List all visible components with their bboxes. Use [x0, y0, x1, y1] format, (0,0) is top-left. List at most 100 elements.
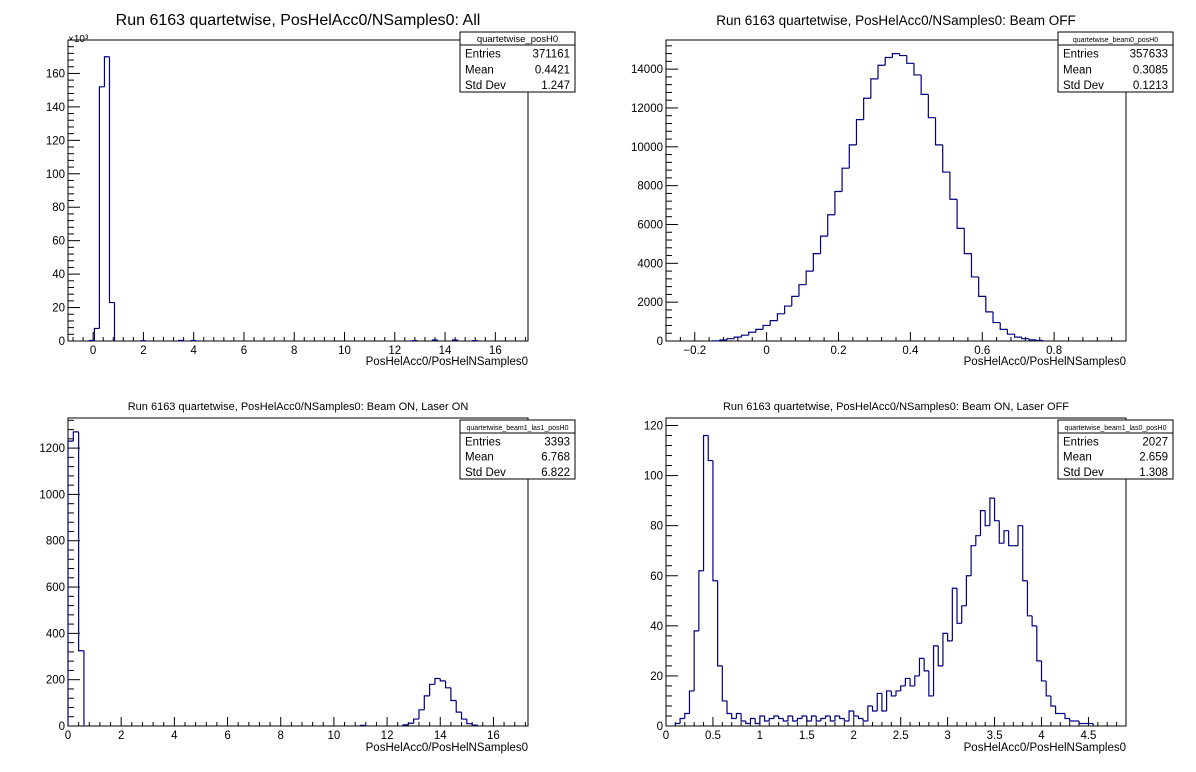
- x-tick-label: 2.5: [893, 730, 909, 742]
- stats-box-name: quartetwise_beam1_las1_posH0: [467, 425, 569, 432]
- histogram-bin: [1064, 713, 1070, 720]
- stats-row-value: 6.822: [541, 467, 570, 479]
- x-tick-label: 2: [140, 345, 146, 357]
- x-tick-label: 1.5: [799, 730, 815, 742]
- x-axis-label: PosHelAcc0/PosHelNSamples0: [366, 356, 528, 368]
- histogram-bin: [891, 52, 900, 58]
- histogram-bin: [1069, 718, 1075, 722]
- histogram-bin: [937, 645, 943, 667]
- y-tick-label: 100: [46, 169, 65, 181]
- histogram-bin: [951, 587, 958, 641]
- stats-row-label: Mean: [1063, 452, 1092, 464]
- histogram-bin: [829, 715, 835, 722]
- histogram-bin: [698, 570, 704, 631]
- stats-row-label: Std Dev: [1063, 467, 1104, 479]
- histogram-bin: [942, 632, 948, 666]
- histogram-bin: [733, 336, 742, 339]
- histogram-bin: [791, 295, 799, 307]
- histogram-bin: [918, 657, 925, 676]
- histogram-bin: [796, 717, 803, 721]
- histogram-bin: [871, 705, 878, 712]
- histogram-bin: [827, 214, 835, 237]
- histogram-bin: [763, 715, 770, 722]
- histogram-bin: [759, 715, 765, 724]
- histogram-bin: [853, 710, 859, 717]
- histogram-bin: [810, 715, 817, 721]
- x-tick-label: 14: [434, 730, 447, 742]
- y-tick-label: 2000: [637, 297, 663, 309]
- histogram-bin: [423, 695, 430, 710]
- x-tick-label: 0.5: [705, 730, 721, 742]
- stats-box: quartetwise_beam1_las0_posH0 Entries 2027 M…: [1057, 419, 1174, 480]
- histogram-bin: [413, 718, 419, 724]
- histogram-bin: [754, 718, 760, 725]
- histogram-bin: [88, 339, 95, 342]
- stats-box-frame: [459, 31, 576, 93]
- histogram-bin: [450, 687, 457, 702]
- x-tick-label: −0.2: [683, 345, 706, 357]
- histogram-bin: [895, 690, 901, 696]
- stats-box-frame: [1057, 419, 1174, 480]
- stats-row-value: 1.308: [1139, 467, 1168, 479]
- histogram-bin: [693, 630, 699, 691]
- histogram-bin: [1017, 525, 1023, 546]
- histogram-bin: [782, 718, 789, 722]
- histogram-bin: [1036, 625, 1042, 662]
- histogram-bin: [719, 339, 728, 341]
- histogram-bin: [841, 167, 850, 192]
- histogram-bin: [679, 717, 685, 724]
- stats-row-label: Entries: [465, 436, 501, 448]
- stats-row-label: Mean: [465, 452, 494, 464]
- histogram-bin: [98, 86, 105, 329]
- y-tick-label: 140: [46, 102, 65, 114]
- histogram-bin: [862, 718, 868, 722]
- histogram-bin: [688, 690, 695, 714]
- histogram-bin: [1031, 615, 1037, 627]
- histogram-bin: [820, 717, 826, 721]
- y-tick-label: 200: [46, 675, 65, 687]
- histogram-bin: [466, 719, 473, 725]
- x-tick-label: 6: [224, 730, 230, 742]
- histogram-bin: [979, 510, 986, 536]
- x-tick-label: 3: [944, 730, 950, 742]
- x-tick-label: 3.5: [987, 730, 1003, 742]
- y-tick-label: 600: [46, 582, 65, 594]
- histogram-bin: [439, 678, 446, 682]
- histogram-bin: [769, 320, 778, 326]
- histogram-bin: [863, 97, 871, 120]
- histogram-bin: [776, 313, 785, 321]
- histogram-bin: [707, 435, 713, 462]
- x-tick-label: 8: [291, 345, 297, 357]
- histogram-bin: [93, 327, 100, 341]
- histogram-bin: [455, 700, 462, 713]
- histogram-bin: [451, 339, 458, 341]
- histogram-bin: [993, 498, 1000, 522]
- histogram-bin: [961, 605, 967, 624]
- x-axis-label: PosHelAcc0/PosHelNSamples0: [964, 742, 1126, 754]
- histogram-bin: [78, 431, 84, 652]
- histogram-bin: [886, 690, 892, 711]
- histogram-bin: [471, 723, 478, 726]
- histogram-bin: [884, 56, 893, 66]
- histogram-bin: [359, 724, 366, 726]
- stats-box-frame: [459, 419, 576, 480]
- histogram-bin: [1021, 337, 1029, 340]
- histogram-bin: [674, 722, 681, 726]
- stats-box-frame: [1057, 31, 1174, 93]
- histogram-bin: [906, 55, 914, 64]
- histogram-bin: [867, 705, 873, 721]
- histogram-bin: [947, 633, 953, 642]
- y-multiplier-label: ×10³: [68, 34, 89, 45]
- histogram-bin: [942, 144, 950, 173]
- pad-beam-off: Run 6163 quartetwise, PosHelAcc0/NSample…: [631, 13, 1174, 368]
- histogram-bin: [1054, 705, 1061, 715]
- x-tick-label: 0.4: [902, 345, 919, 357]
- histogram-bin: [72, 431, 79, 442]
- histogram-bin: [834, 715, 840, 721]
- stats-row-value: 0.1213: [1133, 80, 1168, 92]
- x-tick-label: 12: [388, 345, 401, 357]
- stats-row-value: 1.247: [541, 80, 570, 92]
- histogram-bin: [920, 74, 929, 95]
- stats-row-label: Std Dev: [465, 80, 506, 92]
- x-tick-label: 0.8: [1046, 345, 1062, 357]
